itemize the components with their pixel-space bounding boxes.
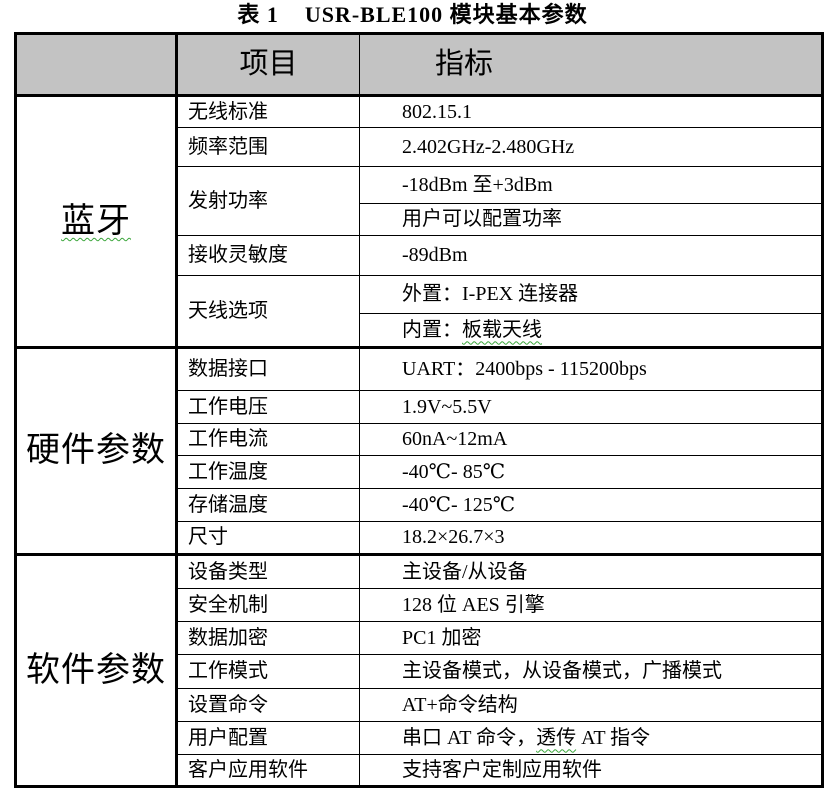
- param-value-cell: 60nA~12mA: [359, 423, 823, 456]
- param-value-cell: UART：2400bps - 115200bps: [359, 346, 823, 391]
- param-name-cell: 安全机制: [176, 588, 360, 622]
- table-row: 发射功率 -18dBm 至+3dBm: [16, 166, 823, 236]
- category-cell-software: 软件参数: [15, 553, 178, 787]
- param-name-cell: 工作电流: [176, 423, 360, 456]
- value-text: AT 指令: [576, 726, 651, 749]
- param-value-cell: -40℃- 125℃: [359, 488, 823, 522]
- param-name-cell: 用户配置: [176, 721, 360, 755]
- param-value-cell: 主设备模式，从设备模式，广播模式: [359, 654, 823, 689]
- param-name-cell: 天线选项: [176, 275, 360, 348]
- param-value-cell: 18.2×26.7×3: [359, 521, 823, 555]
- table-row: 安全机制 128 位 AES 引擎: [16, 588, 823, 622]
- param-value-cell: 支持客户定制应用软件: [359, 754, 823, 787]
- param-value-cell: 串口 AT 命令，透传 AT 指令: [359, 721, 823, 755]
- table-row: 天线选项 外置：I-PEX 连接器: [16, 275, 823, 348]
- param-name-cell: 接收灵敏度: [176, 235, 360, 276]
- table-row: 用户配置 串口 AT 命令，透传 AT 指令: [16, 721, 823, 755]
- param-value-cell: 128 位 AES 引擎: [359, 588, 823, 622]
- param-value-cell: -18dBm 至+3dBm: [359, 166, 823, 204]
- param-value-cell: 外置：I-PEX 连接器: [359, 275, 823, 314]
- spellcheck-underline: 透传: [536, 726, 577, 749]
- table-row: 工作电压 1.9V~5.5V: [16, 390, 823, 424]
- table-row: 用户可以配置功率: [16, 203, 823, 236]
- param-value-cell: 1.9V~5.5V: [359, 390, 823, 424]
- table-row: 尺寸 18.2×26.7×3: [16, 521, 823, 555]
- param-name-cell: 设置命令: [176, 688, 360, 722]
- param-name-cell: 存储温度: [176, 488, 360, 522]
- param-name-cell: 数据接口: [176, 346, 360, 391]
- param-value-cell: -40℃- 85℃: [359, 455, 823, 489]
- header-corner-cell: [15, 33, 178, 97]
- header-spec-cell: 指标: [359, 33, 823, 97]
- table-row: 客户应用软件 支持客户定制应用软件: [16, 754, 823, 787]
- param-name-cell: 数据加密: [176, 621, 360, 655]
- param-name-cell: 工作模式: [176, 654, 360, 689]
- param-name-cell: 工作电压: [176, 390, 360, 424]
- table-row: 硬件参数 数据接口 UART：2400bps - 115200bps: [15, 346, 823, 555]
- table-row: 蓝牙 无线标准 802.15.1: [15, 95, 823, 348]
- table-row: 数据加密 PC1 加密: [16, 621, 823, 655]
- param-value-cell: -89dBm: [359, 235, 823, 276]
- param-value-cell: 802.15.1: [359, 95, 823, 128]
- table-row: 工作温度 -40℃- 85℃: [16, 455, 823, 489]
- table-row: 频率范围 2.402GHz-2.480GHz: [16, 127, 823, 167]
- table-row: 接收灵敏度 -89dBm: [16, 235, 823, 276]
- value-text: 内置：: [402, 318, 462, 341]
- table-caption: 表 1 USR-BLE100 模块基本参数: [237, 2, 588, 27]
- category-cell-hardware: 硬件参数: [15, 346, 178, 555]
- table-row: 软件参数 设备类型 主设备/从设备: [15, 553, 823, 787]
- category-label: 蓝牙: [61, 202, 131, 240]
- param-value-cell: 主设备/从设备: [359, 553, 823, 589]
- header-item-cell: 项目: [176, 33, 360, 97]
- spellcheck-underline: 板载天线: [462, 318, 542, 341]
- value-text: 串口 AT 命令，: [402, 726, 537, 749]
- param-name-cell: 尺寸: [176, 521, 360, 555]
- param-value-cell: 2.402GHz-2.480GHz: [359, 127, 823, 167]
- param-name-cell: 频率范围: [176, 127, 360, 167]
- param-name-cell: 发射功率: [176, 166, 360, 236]
- table-row: 内置：板载天线: [16, 313, 823, 348]
- parameters-table: 项目 指标 蓝牙 无线标准 802.15.1 频率范围 2.402GHz-2.4…: [14, 32, 824, 788]
- category-cell-bluetooth: 蓝牙: [15, 95, 178, 348]
- param-name-cell: 无线标准: [176, 95, 360, 128]
- param-name-cell: 工作温度: [176, 455, 360, 489]
- param-value-cell: 内置：板载天线: [359, 313, 823, 348]
- header-row: 项目 指标: [15, 33, 823, 97]
- param-name-cell: 客户应用软件: [176, 754, 360, 787]
- param-value-cell: AT+命令结构: [359, 688, 823, 722]
- param-value-cell: PC1 加密: [359, 621, 823, 655]
- param-value-cell: 用户可以配置功率: [359, 203, 823, 236]
- param-name-cell: 设备类型: [176, 553, 360, 589]
